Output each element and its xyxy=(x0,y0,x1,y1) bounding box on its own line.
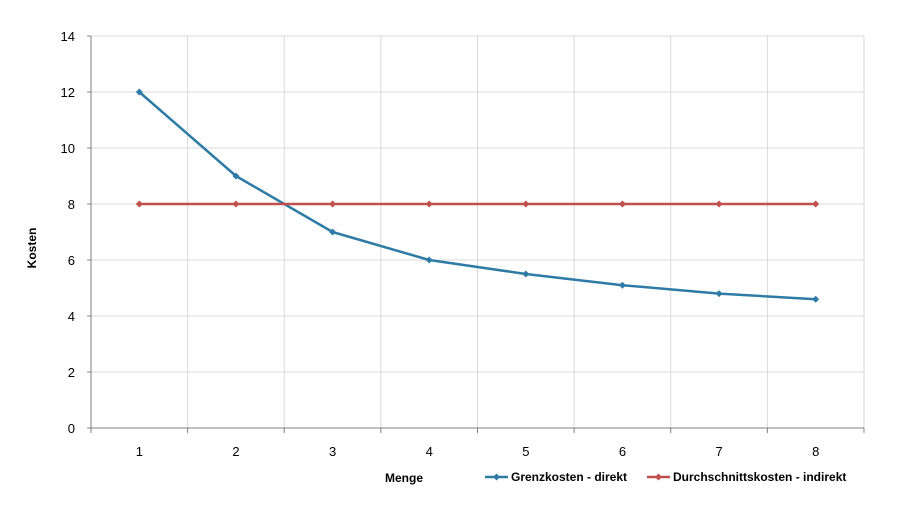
series-1 xyxy=(135,200,820,208)
x-tick-label-7: 7 xyxy=(715,444,722,459)
y-axis-title: Kosten xyxy=(25,228,39,269)
legend-label-grenzkosten: Grenzkosten - direkt xyxy=(511,470,627,484)
x-tick-label-2: 2 xyxy=(232,444,239,459)
point-0-5 xyxy=(522,270,530,278)
y-tick-label-14: 14 xyxy=(61,29,75,44)
legend: Grenzkosten - direkt Durchschnittskosten… xyxy=(485,470,846,484)
y-tick-label-6: 6 xyxy=(68,253,75,268)
point-1-3 xyxy=(329,200,337,208)
point-1-4 xyxy=(425,200,433,208)
legend-swatch-marker-durchschnittskosten xyxy=(655,473,662,481)
point-0-8 xyxy=(812,295,820,303)
y-tick-label-10: 10 xyxy=(61,141,75,156)
y-tick-label-4: 4 xyxy=(68,309,75,324)
point-1-5 xyxy=(522,200,530,208)
legend-item-grenzkosten: Grenzkosten - direkt xyxy=(485,470,627,484)
point-0-3 xyxy=(329,228,337,236)
legend-swatch-marker-grenzkosten xyxy=(493,473,500,481)
legend-item-durchschnittskosten: Durchschnittskosten - indirekt xyxy=(647,470,846,484)
y-tick-label-0: 0 xyxy=(68,421,75,436)
axes xyxy=(87,35,865,433)
x-tick-label-3: 3 xyxy=(329,444,336,459)
y-tick-label-2: 2 xyxy=(68,365,75,380)
x-tick-label-4: 4 xyxy=(426,444,433,459)
y-tick-label-12: 12 xyxy=(61,85,75,100)
point-1-6 xyxy=(618,200,626,208)
point-0-2 xyxy=(232,172,240,180)
x-axis-title: Menge xyxy=(385,471,423,485)
point-1-8 xyxy=(812,200,820,208)
grid-lines xyxy=(91,35,865,428)
point-0-1 xyxy=(135,88,143,96)
point-1-7 xyxy=(715,200,723,208)
point-0-4 xyxy=(425,256,433,264)
x-tick-label-5: 5 xyxy=(522,444,529,459)
point-1-2 xyxy=(232,200,240,208)
point-0-7 xyxy=(715,290,723,298)
legend-label-durchschnittskosten: Durchschnittskosten - indirekt xyxy=(673,470,846,484)
series-area xyxy=(135,88,820,303)
x-tick-label-1: 1 xyxy=(136,444,143,459)
x-tick-label-6: 6 xyxy=(619,444,626,459)
point-0-6 xyxy=(618,281,626,289)
point-1-1 xyxy=(135,200,143,208)
series-line-0 xyxy=(138,91,816,301)
y-tick-label-8: 8 xyxy=(68,197,75,212)
x-tick-label-8: 8 xyxy=(812,444,819,459)
series-0 xyxy=(135,88,820,303)
